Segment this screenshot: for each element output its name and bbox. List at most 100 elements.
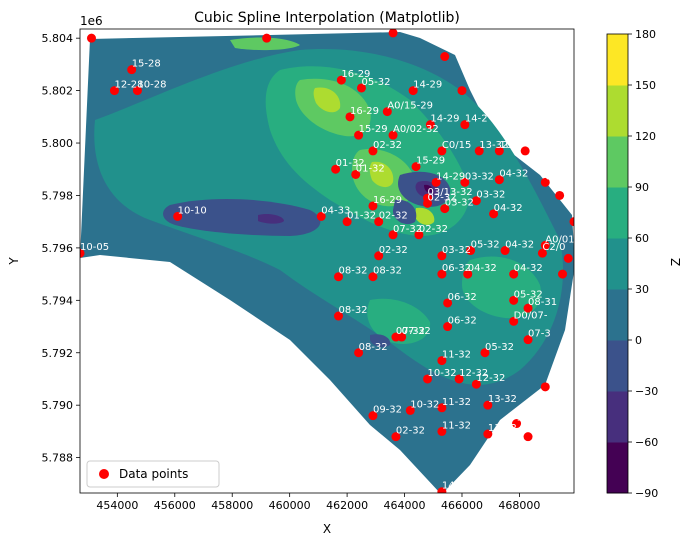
y-tick-label: 5.800 — [42, 137, 74, 150]
data-point — [437, 403, 447, 413]
data-point-label: 12-3 — [517, 413, 540, 424]
data-point-label: 06-32 — [442, 263, 471, 274]
data-point — [540, 240, 550, 250]
x-axis-ticks: 454000 456000 458000 460000 462000 464000 4660… — [96, 493, 540, 512]
colorbar-segment — [607, 289, 628, 341]
y-tick-label: 5.788 — [42, 452, 74, 465]
data-point-label: 08-32 — [373, 266, 402, 277]
chart-title: Cubic Spline Interpolation (Matplotlib) — [194, 10, 460, 26]
data-point-label: 12-32 — [476, 373, 505, 384]
data-point-label: 11-32 — [442, 420, 471, 431]
data-point-label: 14-2 — [465, 114, 488, 125]
data-point-label: 16-29 — [341, 69, 370, 80]
data-point-label: C0/15 — [442, 140, 471, 151]
y-tick-label: 5.794 — [42, 294, 74, 307]
data-point-label: 13-32 — [479, 140, 508, 151]
data-point-label: 04-32 — [494, 203, 523, 214]
data-point — [331, 164, 341, 174]
data-point — [262, 33, 272, 43]
data-point — [368, 146, 378, 156]
data-point — [460, 177, 470, 187]
colorbar-segment — [607, 187, 628, 239]
data-point — [437, 269, 447, 279]
data-point — [500, 246, 510, 256]
data-point-label: 01-32 — [336, 158, 365, 169]
colorbar-tick-label: 180 — [635, 28, 656, 41]
data-point — [509, 269, 519, 279]
contour-region-90c — [230, 37, 300, 51]
data-point — [414, 230, 424, 240]
data-point-label: 03-32 — [442, 245, 471, 256]
data-point-label: 03-32 — [476, 190, 505, 201]
colorbar-label: Z — [669, 258, 683, 266]
colorbar-tick-label: 30 — [635, 283, 649, 296]
data-point-label: 13-32 — [488, 394, 517, 405]
data-point-label: 16-29 — [373, 195, 402, 206]
x-tick-label: 462000 — [326, 499, 368, 512]
data-point — [523, 335, 533, 345]
data-point — [356, 83, 366, 93]
data-point — [80, 248, 85, 258]
data-point — [391, 432, 401, 442]
data-point — [368, 411, 378, 421]
data-point-label: 10-28 — [137, 80, 166, 91]
data-point — [368, 272, 378, 282]
data-point-label: 08-31 — [528, 297, 557, 308]
data-point — [354, 348, 364, 358]
data-point — [483, 429, 493, 439]
data-point-label: 09-32 — [373, 405, 402, 416]
data-point-label: 12-28 — [114, 80, 143, 91]
colorbar-frame — [606, 33, 629, 494]
data-point — [127, 65, 137, 75]
data-point — [540, 177, 550, 187]
data-point-label: 01-32 — [347, 211, 376, 222]
data-point-label: 14 — [442, 481, 455, 492]
data-point-label: 07-32 — [396, 326, 425, 337]
data-point — [537, 248, 547, 258]
data-point-label: 04-32 — [468, 263, 497, 274]
contour-region-60c — [367, 298, 431, 344]
data-point — [437, 487, 447, 493]
data-point — [342, 217, 352, 227]
data-point — [563, 253, 573, 263]
data-point — [569, 217, 574, 227]
data-point-label: 06-32 — [448, 316, 477, 327]
data-point — [440, 204, 450, 214]
y-axis-ticks: 5.788 5.790 5.792 5.794 5.796 5.798 5.800 5.802… — [42, 32, 80, 465]
data-point — [437, 426, 447, 436]
data-point-label: 12-32 — [459, 368, 488, 379]
data-point-label: 07-32 — [393, 224, 422, 235]
data-point-label: 02-32 — [373, 140, 402, 151]
data-point — [494, 175, 504, 185]
data-point-label: 15-28 — [132, 59, 161, 70]
data-point — [512, 419, 522, 429]
colorbar-tick-label: 90 — [635, 181, 649, 194]
data-point-label: A0/01 — [545, 234, 574, 245]
x-tick-label: 454000 — [96, 499, 138, 512]
data-point-label: 04-33 — [321, 205, 350, 216]
y-tick-label: 5.802 — [42, 85, 74, 98]
data-point-label: C2/0 — [542, 242, 565, 253]
data-point-label: 14-29 — [430, 114, 459, 125]
data-point-label: 02-32 — [379, 211, 408, 222]
data-point-label: 11-32 — [442, 350, 471, 361]
data-point — [463, 269, 473, 279]
data-point-label: 08-32 — [338, 305, 367, 316]
x-tick-label: 466000 — [441, 499, 483, 512]
data-point — [471, 379, 481, 389]
data-point — [411, 162, 421, 172]
colorbar-segment — [607, 34, 628, 86]
contour-region-neg30-lower — [392, 199, 417, 225]
legend-label: Data points — [119, 467, 188, 481]
data-point-label: 11-32 — [442, 397, 471, 408]
data-point-label: 03/13-32 — [428, 187, 473, 198]
colorbar-tick-label: −30 — [635, 385, 658, 398]
data-point-label: 10-10 — [178, 205, 207, 216]
data-point — [388, 230, 398, 240]
x-tick-label: 464000 — [384, 499, 426, 512]
data-point — [454, 374, 464, 384]
colorbar-segment — [607, 442, 628, 494]
data-point — [405, 405, 415, 415]
colorbar-segment — [607, 136, 628, 188]
y-tick-label: 5.798 — [42, 189, 74, 202]
